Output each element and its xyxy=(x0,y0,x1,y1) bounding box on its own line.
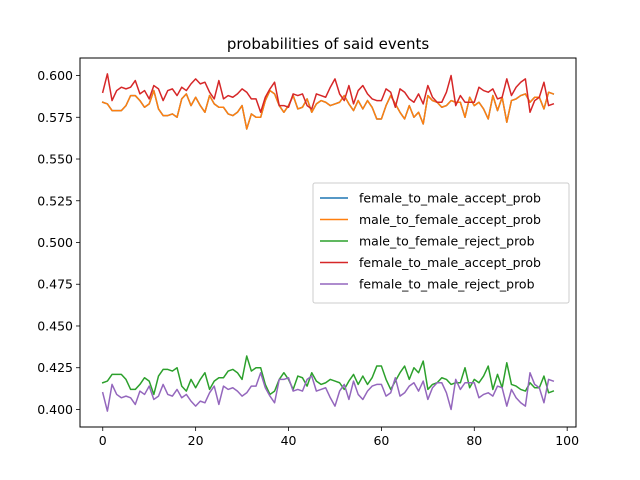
y-tick-label: 0.550 xyxy=(37,152,73,167)
y-tick-label: 0.575 xyxy=(37,110,73,125)
x-tick-label: 20 xyxy=(188,433,204,448)
chart-title: probabilities of said events xyxy=(227,35,430,53)
x-tick-label: 0 xyxy=(99,433,107,448)
legend-label: male_to_female_reject_prob xyxy=(359,234,535,249)
series-layer xyxy=(101,73,555,412)
legend-label: female_to_male_accept_prob xyxy=(359,191,541,206)
legend-label: female_to_male_accept_prob xyxy=(359,255,541,270)
y-tick-label: 0.600 xyxy=(37,68,73,83)
legend-label: male_to_female_accept_prob xyxy=(359,212,541,227)
x-tick-label: 60 xyxy=(373,433,389,448)
series-line-5 xyxy=(101,371,555,412)
series-line-4 xyxy=(101,73,555,114)
y-tick-label: 0.475 xyxy=(37,277,73,292)
legend: female_to_male_accept_prob male_to_female… xyxy=(312,182,570,304)
y-tick-label: 0.400 xyxy=(37,402,73,417)
y-tick-label: 0.525 xyxy=(37,193,73,208)
legend-box xyxy=(312,182,570,304)
y-tick-label: 0.500 xyxy=(37,235,73,250)
y-tick-label: 0.425 xyxy=(37,360,73,375)
y-axis: 0.400 0.425 0.450 0.475 0.500 0.525 0.550 0.575… xyxy=(37,68,80,417)
legend-label: female_to_male_reject_prob xyxy=(359,277,535,292)
x-tick-label: 100 xyxy=(555,433,579,448)
series-line-2 xyxy=(101,89,555,130)
x-axis: 0 20 40 60 80 100 xyxy=(99,427,579,448)
series-line-3 xyxy=(101,355,555,396)
x-tick-label: 80 xyxy=(466,433,482,448)
x-tick-label: 40 xyxy=(281,433,297,448)
y-tick-label: 0.450 xyxy=(37,318,73,333)
